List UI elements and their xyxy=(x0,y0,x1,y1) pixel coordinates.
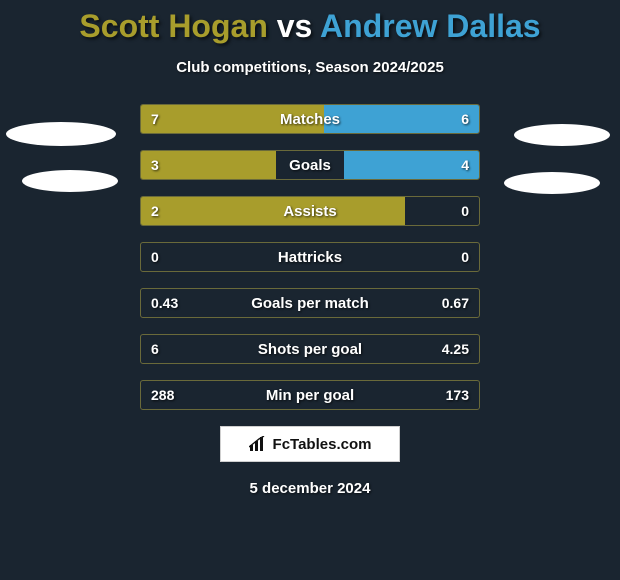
comparison-body: 76Matches34Goals20Assists00Hattricks0.43… xyxy=(0,104,620,497)
metric-row: 0.43 0.67Goals per match xyxy=(140,288,480,318)
vs-label: vs xyxy=(277,8,313,44)
player2-badge-ellipse xyxy=(514,124,610,146)
brand-badge: FcTables.com xyxy=(220,426,400,462)
metric-row: 288 173Min per goal xyxy=(140,380,480,410)
metric-label: Shots per goal xyxy=(141,335,479,363)
metric-label: Goals per match xyxy=(141,289,479,317)
metric-value-player2: 0.67 xyxy=(442,289,469,317)
generation-date: 5 december 2024 xyxy=(0,480,620,497)
metric-value-player2: 0 xyxy=(461,243,469,271)
metric-fill-player1 xyxy=(141,151,276,179)
player1-badge-ellipse xyxy=(22,170,118,192)
metric-fill-player2 xyxy=(324,105,479,133)
comparison-title: Scott Hogan vs Andrew Dallas xyxy=(0,0,620,45)
metric-row: 6 4.25Shots per goal xyxy=(140,334,480,364)
metric-fill-player1 xyxy=(141,197,405,225)
metric-value-player1: 0 xyxy=(151,243,159,271)
bar-chart-icon xyxy=(249,436,267,452)
player2-name: Andrew Dallas xyxy=(320,8,541,44)
metric-value-player1: 0.43 xyxy=(151,289,178,317)
season-subtitle: Club competitions, Season 2024/2025 xyxy=(0,59,620,76)
metric-row: 76Matches xyxy=(140,104,480,134)
metric-value-player2: 0 xyxy=(461,197,469,225)
player1-badge-ellipse xyxy=(6,122,116,146)
metric-fill-player2 xyxy=(344,151,479,179)
metric-row: 34Goals xyxy=(140,150,480,180)
player1-name: Scott Hogan xyxy=(79,8,267,44)
metric-label: Min per goal xyxy=(141,381,479,409)
metric-value-player1: 288 xyxy=(151,381,174,409)
player2-badge-ellipse xyxy=(504,172,600,194)
brand-text: FcTables.com xyxy=(273,436,372,453)
metric-row: 20Assists xyxy=(140,196,480,226)
metric-value-player1: 6 xyxy=(151,335,159,363)
metric-fill-player1 xyxy=(141,105,324,133)
metric-row: 0 0Hattricks xyxy=(140,242,480,272)
metric-bars-container: 76Matches34Goals20Assists00Hattricks0.43… xyxy=(140,104,480,410)
metric-label: Hattricks xyxy=(141,243,479,271)
metric-value-player2: 173 xyxy=(446,381,469,409)
metric-value-player2: 4.25 xyxy=(442,335,469,363)
